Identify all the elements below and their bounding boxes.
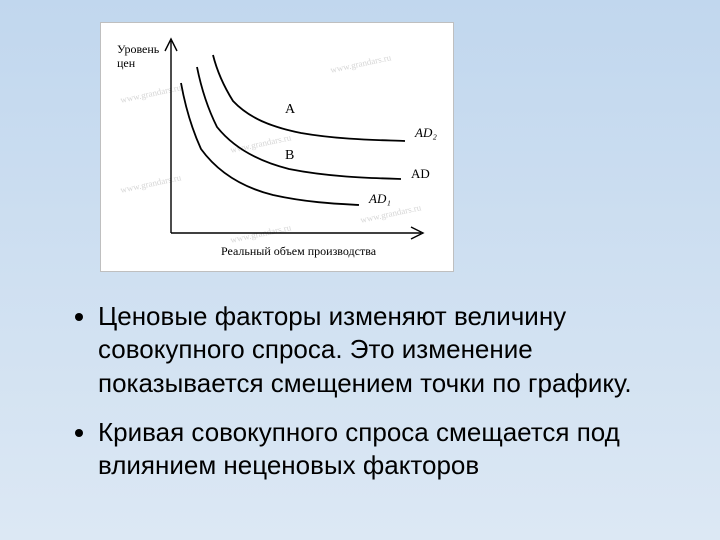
x-axis-label: Реальный объем производства bbox=[221, 244, 377, 258]
bullet-list: Ценовые факторы изменяют величину совоку… bbox=[70, 300, 680, 498]
y-axis-label: Уровень цен bbox=[117, 42, 162, 70]
aggregate-demand-chart: www.grandars.ru www.grandars.ru www.gran… bbox=[100, 22, 454, 272]
curve-ad bbox=[197, 67, 401, 179]
bullet-item: Кривая совокупного спроса смещается под … bbox=[98, 416, 680, 483]
watermark: www.grandars.ru bbox=[229, 132, 292, 155]
watermark: www.grandars.ru bbox=[119, 82, 182, 105]
curves bbox=[181, 55, 405, 205]
slide: www.grandars.ru www.grandars.ru www.gran… bbox=[0, 0, 720, 540]
point-b-label: B bbox=[285, 148, 294, 163]
watermark: www.grandars.ru bbox=[119, 172, 182, 195]
watermark: www.grandars.ru bbox=[329, 52, 392, 75]
point-a-label: A bbox=[285, 102, 296, 117]
chart-svg: www.grandars.ru www.grandars.ru www.gran… bbox=[101, 23, 453, 271]
curve-label-ad: AD bbox=[411, 166, 430, 181]
watermark-group: www.grandars.ru www.grandars.ru www.gran… bbox=[119, 52, 422, 245]
curve-label-ad2: AD₂ bbox=[414, 125, 437, 140]
bullet-item: Ценовые факторы изменяют величину совоку… bbox=[98, 300, 680, 400]
curve-label-ad1: AD₁ bbox=[368, 191, 391, 206]
curve-ad2 bbox=[213, 55, 405, 141]
